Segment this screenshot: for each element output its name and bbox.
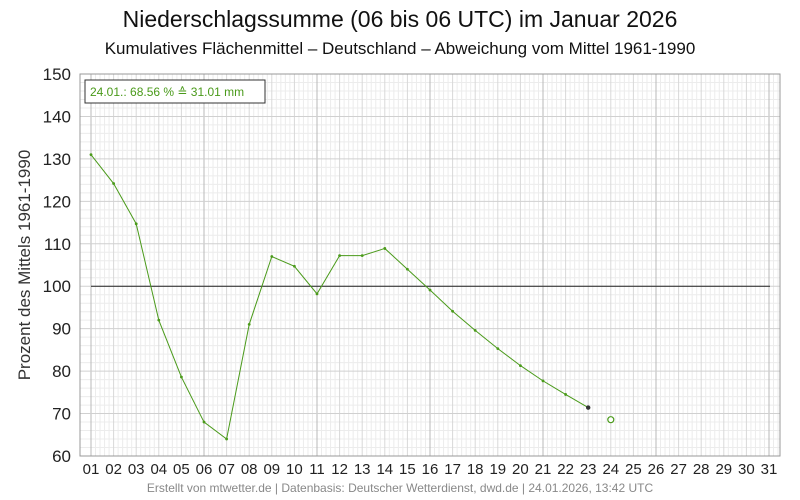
data-point — [473, 328, 477, 332]
x-tick-label: 28 — [693, 461, 710, 478]
y-tick-label: 130 — [43, 150, 71, 169]
data-point — [180, 375, 183, 379]
x-tick-label: 02 — [105, 461, 122, 478]
data-point — [564, 393, 567, 396]
y-tick-label: 140 — [43, 107, 71, 126]
footer-credits: Erstellt von mtwetter.de | Datenbasis: D… — [146, 481, 654, 495]
y-tick-label: 100 — [43, 277, 71, 296]
data-point — [112, 182, 115, 185]
x-tick-label: 29 — [715, 461, 732, 478]
y-axis: 60 70 80 90 100 110 120 130 140 150 — [43, 65, 71, 466]
data-point — [225, 437, 229, 441]
x-axis: 01 02 03 04 05 06 07 08 09 10 11 12 13 14 15 16 17 18 19 20… — [83, 461, 778, 478]
data-point — [360, 254, 364, 258]
data-point — [315, 292, 319, 296]
data-point — [383, 247, 387, 250]
annotation-frame — [84, 79, 266, 104]
x-tick-label: 24 — [602, 461, 619, 478]
y-axis-label: Prozent des Mittels 1961-1990 — [15, 150, 34, 381]
data-point — [451, 309, 454, 313]
y-tick-label: 110 — [44, 235, 71, 254]
plot-frame — [79, 73, 781, 457]
chart-subtitle: Kumulatives Flächenmittel – Deutschland … — [104, 39, 696, 58]
x-tick-label: 06 — [196, 461, 213, 478]
data-point — [496, 347, 500, 351]
x-tick-label: 07 — [218, 461, 235, 478]
y-tick-label: 120 — [43, 192, 71, 211]
y-tick-label: 80 — [52, 362, 71, 381]
y-tick-label: 90 — [52, 320, 71, 339]
x-tick-label: 23 — [580, 461, 597, 478]
annotation-text: 24.01.: 68.56 % ≙ 31.01 mm — [90, 85, 244, 99]
x-tick-label: 22 — [557, 461, 574, 478]
x-tick-label: 26 — [648, 461, 665, 478]
chart-title: Niederschlagssumme (06 bis 06 UTC) im Ja… — [122, 6, 678, 32]
x-tick-label: 27 — [670, 461, 687, 478]
x-tick-label: 11 — [309, 461, 325, 478]
x-tick-label: 04 — [150, 461, 167, 478]
data-point — [406, 267, 409, 271]
data-point — [247, 323, 251, 326]
data-point — [270, 255, 274, 258]
major-grid — [80, 73, 780, 457]
series-line — [89, 153, 615, 441]
x-tick-label: 14 — [376, 461, 393, 478]
y-tick-label: 150 — [43, 65, 71, 84]
x-tick-label: 05 — [173, 461, 190, 478]
data-point — [586, 405, 591, 410]
x-tick-label: 03 — [128, 461, 145, 478]
x-tick-label: 17 — [444, 461, 461, 478]
data-point — [338, 254, 341, 258]
x-tick-label: 09 — [263, 461, 280, 478]
x-tick-label: 31 — [761, 461, 778, 478]
y-tick-label: 60 — [52, 447, 71, 466]
x-tick-label: 20 — [512, 461, 529, 478]
x-tick-label: 30 — [738, 461, 755, 478]
y-tick-label: 70 — [52, 405, 71, 424]
data-point — [157, 318, 161, 322]
data-point — [202, 420, 206, 424]
current-point — [607, 416, 615, 424]
data-point — [541, 379, 545, 383]
x-tick-label: 21 — [535, 461, 552, 478]
x-tick-label: 10 — [286, 461, 303, 478]
x-tick-label: 18 — [467, 461, 484, 478]
annotation-box: 24.01.: 68.56 % ≙ 31.01 mm — [84, 79, 266, 104]
x-tick-label: 08 — [241, 461, 258, 478]
x-tick-label: 12 — [331, 461, 348, 478]
x-tick-label: 15 — [399, 461, 416, 478]
data-point — [134, 222, 138, 226]
minor-grid — [80, 74, 780, 456]
x-tick-label: 19 — [489, 461, 506, 478]
x-tick-label: 13 — [354, 461, 371, 478]
data-point — [428, 288, 432, 292]
data-point — [519, 364, 522, 367]
data-point — [89, 153, 93, 157]
data-point — [293, 264, 296, 268]
x-tick-label: 25 — [625, 461, 642, 478]
x-tick-label: 01 — [83, 461, 100, 478]
x-tick-label: 16 — [422, 461, 439, 478]
